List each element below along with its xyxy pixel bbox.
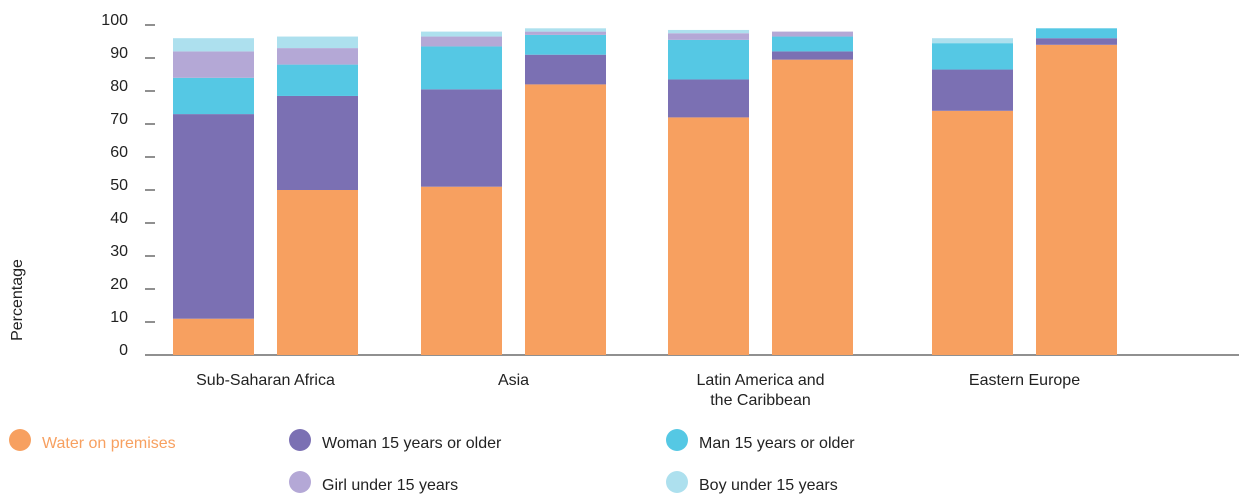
- bar-segment: [421, 186, 502, 355]
- y-tick-label: 60: [110, 144, 128, 161]
- y-tick-label: 70: [110, 111, 128, 128]
- y-tick-label: 50: [110, 177, 128, 194]
- bar-segment: [277, 36, 358, 49]
- bar-segment: [277, 48, 358, 65]
- bar-segment: [668, 29, 749, 34]
- bar-segment: [421, 36, 502, 47]
- bar-segment: [1036, 28, 1117, 39]
- x-tick-label: Latin America and the Caribbean: [696, 372, 824, 409]
- legend-label: Woman 15 years or older: [322, 435, 502, 452]
- y-axis-label: Percentage: [9, 259, 26, 341]
- bar-segment: [525, 84, 606, 356]
- legend-marker: [289, 429, 311, 451]
- bar-segment: [932, 38, 1013, 44]
- bar-segment: [173, 51, 254, 78]
- bar-segment: [525, 31, 606, 35]
- legend-label: Water on premises: [42, 435, 176, 452]
- bar-segment: [772, 36, 853, 52]
- bar-segment: [525, 54, 606, 85]
- bar-segment: [525, 34, 606, 55]
- bar-segment: [277, 95, 358, 190]
- bar-segment: [173, 318, 254, 355]
- y-tick-label: 30: [110, 243, 128, 260]
- bar-segment: [932, 69, 1013, 111]
- bar-segment: [173, 77, 254, 115]
- bar-segment: [277, 64, 358, 96]
- bar-segment: [421, 89, 502, 187]
- x-tick-label: Asia: [498, 372, 529, 389]
- legend-label: Man 15 years or older: [699, 435, 855, 452]
- bar-segment: [932, 43, 1013, 70]
- bar-segment: [277, 190, 358, 355]
- bar-segment: [173, 114, 254, 319]
- x-tick-label: Sub-Saharan Africa: [196, 372, 335, 389]
- bar-segment: [668, 33, 749, 40]
- bar-segment: [772, 51, 853, 60]
- bar-segment: [668, 117, 749, 356]
- legend-marker: [666, 429, 688, 451]
- x-tick-label: Eastern Europe: [969, 372, 1080, 389]
- bar-segment: [1036, 44, 1117, 356]
- y-tick-label: 80: [110, 78, 128, 95]
- bar-segment: [668, 39, 749, 80]
- bar-segment: [525, 28, 606, 32]
- bar-segment: [1036, 38, 1117, 45]
- bar-segment: [772, 59, 853, 356]
- bar-segment: [173, 38, 254, 52]
- bar-segment: [932, 110, 1013, 355]
- legend-marker: [289, 471, 311, 493]
- legend-marker: [666, 471, 688, 493]
- legend-marker: [9, 429, 31, 451]
- y-tick-label: 20: [110, 276, 128, 293]
- bar-segment: [421, 31, 502, 37]
- y-tick-label: 40: [110, 210, 128, 227]
- bar-segment: [668, 79, 749, 118]
- bar-segment: [421, 46, 502, 90]
- legend-label: Boy under 15 years: [699, 477, 838, 494]
- legend-label: Girl under 15 years: [322, 477, 458, 494]
- bar-segment: [772, 31, 853, 37]
- y-tick-label: 0: [119, 342, 128, 359]
- y-tick-label: 10: [110, 309, 128, 326]
- y-tick-label: 90: [110, 45, 128, 62]
- y-tick-label: 100: [101, 12, 128, 29]
